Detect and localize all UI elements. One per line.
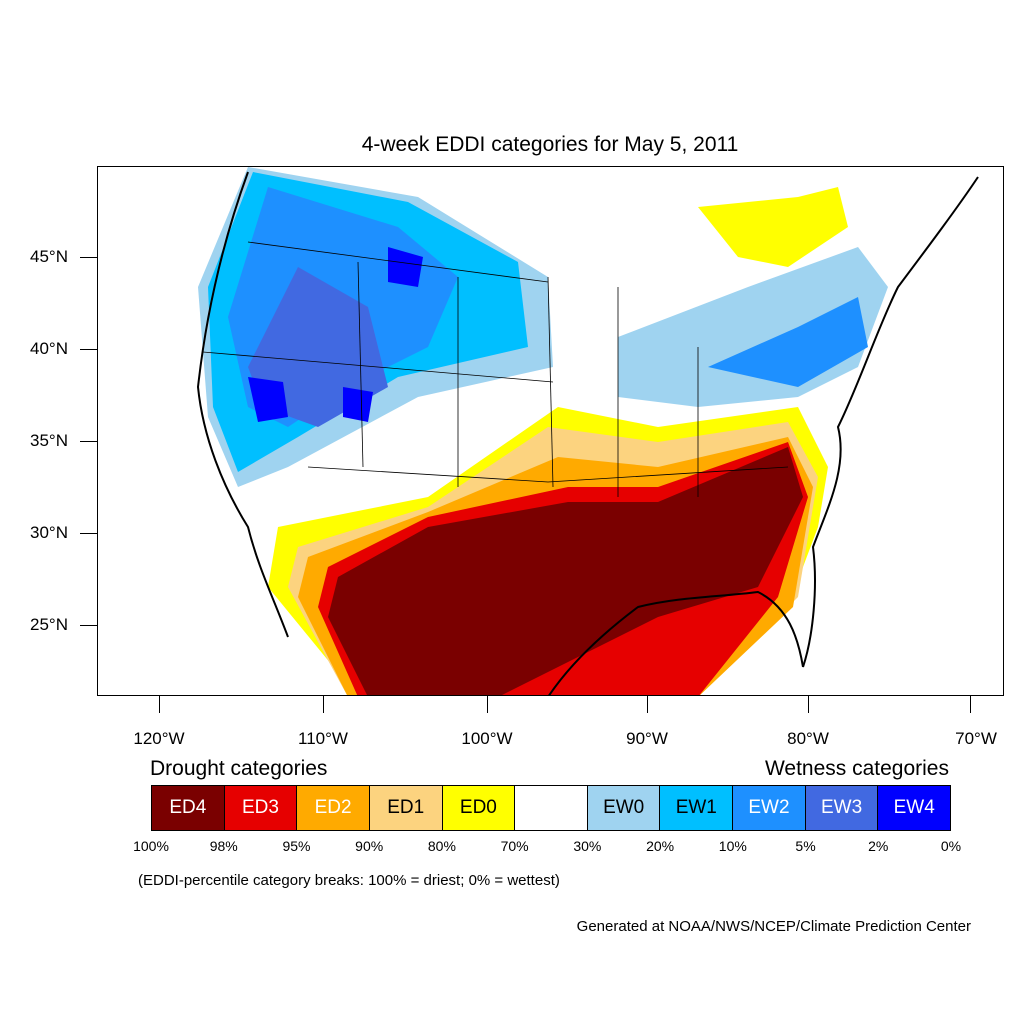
drought-categories-title: Drought categories — [150, 757, 328, 780]
lat-tick — [80, 441, 97, 442]
map-title: 4-week EDDI categories for May 5, 2011 — [361, 133, 739, 156]
lon-label-100: 100°W — [461, 729, 513, 748]
lon-tick — [159, 696, 160, 713]
legend-swatch-ew2: EW2 — [733, 786, 806, 830]
region-ew2-greatlakes — [708, 297, 868, 387]
legend-swatch-neutral — [515, 786, 588, 830]
legend-break-label: 2% — [868, 838, 889, 854]
region-ew4-nevada — [248, 377, 288, 422]
credit-line: Generated at NOAA/NWS/NCEP/Climate Predi… — [576, 918, 971, 935]
legend-swatch-ed4: ED4 — [152, 786, 225, 830]
legend-break-label: 0% — [940, 838, 962, 854]
lon-label-70: 70°W — [955, 729, 997, 748]
legend-colorbar: ED4 ED3 ED2 ED1 ED0 EW0 EW1 EW2 EW3 EW4 — [151, 785, 951, 831]
lat-tick — [80, 625, 97, 626]
region-ed0-northeast — [698, 187, 848, 267]
legend-break-label: 5% — [795, 838, 816, 854]
legend-break-label: 80% — [427, 838, 456, 854]
lat-tick — [80, 257, 97, 258]
legend-break-label: 100% — [133, 838, 169, 854]
lon-label-80: 80°W — [787, 729, 829, 748]
legend-break-label: 20% — [646, 838, 675, 854]
region-ew4-montana — [388, 247, 423, 287]
lon-label-120: 120°W — [133, 729, 185, 748]
map-canvas — [196, 167, 979, 695]
region-ew4-colorado — [343, 387, 373, 422]
lat-tick — [80, 349, 97, 350]
lat-tick — [80, 533, 97, 534]
legend-swatch-ew3: EW3 — [805, 786, 879, 830]
legend-swatch-ew1: EW1 — [660, 786, 734, 830]
legend-break-label: 95% — [282, 838, 311, 854]
lat-label-40: 40°N — [30, 339, 68, 358]
legend-swatch-ew4: EW4 — [878, 786, 951, 830]
eddi-map — [97, 166, 1004, 696]
lon-tick — [323, 696, 324, 713]
lat-label-45: 45°N — [30, 247, 68, 266]
lat-label-25: 25°N — [30, 615, 68, 634]
category-note: (EDDI-percentile category breaks: 100% =… — [138, 872, 560, 889]
lon-tick — [647, 696, 648, 713]
wetness-categories-title: Wetness categories — [764, 757, 949, 780]
legend-swatch-ed2: ED2 — [297, 786, 370, 830]
region-ed4 — [328, 447, 803, 695]
legend-break-label: 10% — [718, 838, 747, 854]
legend-swatch-ed3: ED3 — [224, 786, 298, 830]
lon-label-90: 90°W — [626, 729, 668, 748]
legend-break-label: 70% — [500, 838, 529, 854]
legend-break-label: 30% — [573, 838, 602, 854]
boundaries — [202, 241, 789, 497]
lat-label-30: 30°N — [30, 523, 68, 542]
legend-break-label: 98% — [209, 838, 238, 854]
lon-tick — [487, 696, 488, 713]
legend-swatch-ed0: ED0 — [442, 786, 516, 830]
legend-swatch-ed1: ED1 — [369, 786, 443, 830]
lon-label-110: 110°W — [298, 729, 348, 748]
legend-break-label: 90% — [355, 838, 384, 854]
lon-tick — [970, 696, 971, 713]
coastline — [196, 171, 979, 695]
legend-swatch-ew0: EW0 — [587, 786, 661, 830]
lon-tick — [808, 696, 809, 713]
lat-label-35: 35°N — [30, 431, 68, 450]
